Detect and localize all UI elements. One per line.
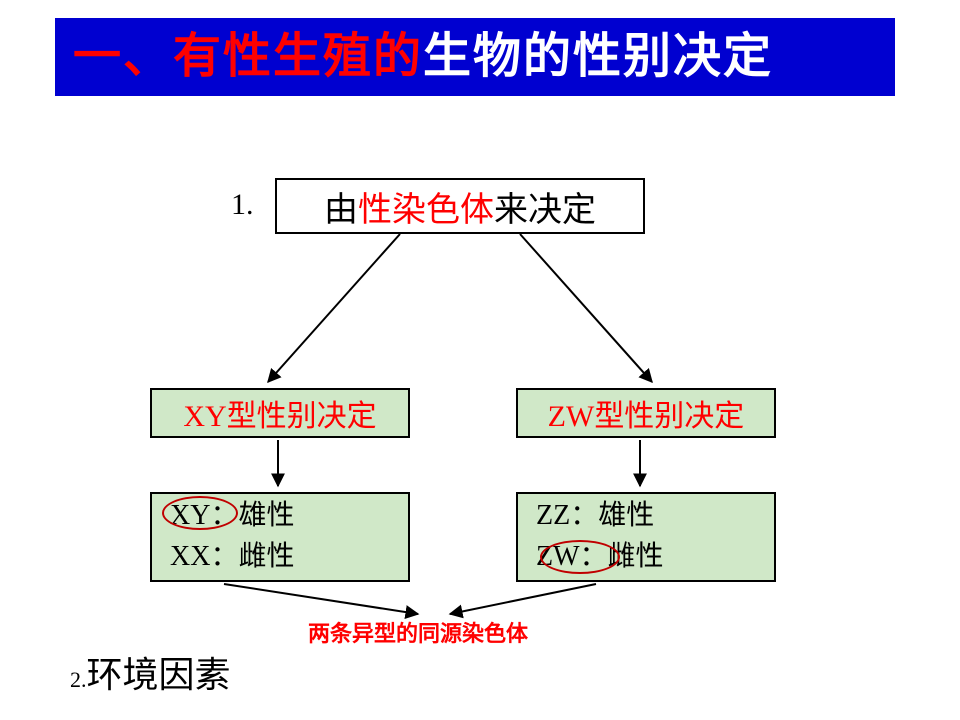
mid-box-xy: XY型性别决定 [150, 388, 410, 438]
leaf-zw-line2: ZW：雌性 [536, 537, 664, 578]
title-part2: 生物的性别决定 [423, 33, 773, 81]
env-number: 2. [70, 667, 87, 692]
diagram-stage: 一、有性生殖的生物的性别决定 1. 由性染色体来决定 XY型性别决定 ZW型性别… [0, 0, 960, 720]
leaf-xy-line2: XX：雌性 [170, 537, 294, 578]
leaf-xy-line1: XY：雄性 [170, 496, 294, 537]
env-factor: 2.环境因素 [70, 646, 231, 698]
title-bar: 一、有性生殖的生物的性别决定 [55, 18, 895, 96]
top-box-post: 来决定 [494, 182, 596, 231]
leaf-zw-line1: ZZ：雄性 [536, 496, 654, 537]
top-box: 1. 由性染色体来决定 [275, 178, 645, 234]
top-box-number: 1. [231, 188, 254, 222]
title-part1: 一、有性生殖的 [73, 33, 423, 81]
annotation-text: 两条异型的同源染色体 [308, 616, 528, 648]
env-text: 环境因素 [87, 655, 231, 695]
top-box-pre: 由 [324, 182, 358, 231]
mid-box-xy-text: XY型性别决定 [183, 391, 376, 435]
mid-box-zw: ZW型性别决定 [516, 388, 776, 438]
mid-box-zw-text: ZW型性别决定 [548, 391, 745, 435]
leaf-box-xy: XY：雄性 XX：雌性 [150, 492, 410, 582]
arrows-layer [0, 0, 960, 720]
top-box-mid: 性染色体 [358, 182, 494, 231]
leaf-box-zw: ZZ：雄性 ZW：雌性 [516, 492, 776, 582]
